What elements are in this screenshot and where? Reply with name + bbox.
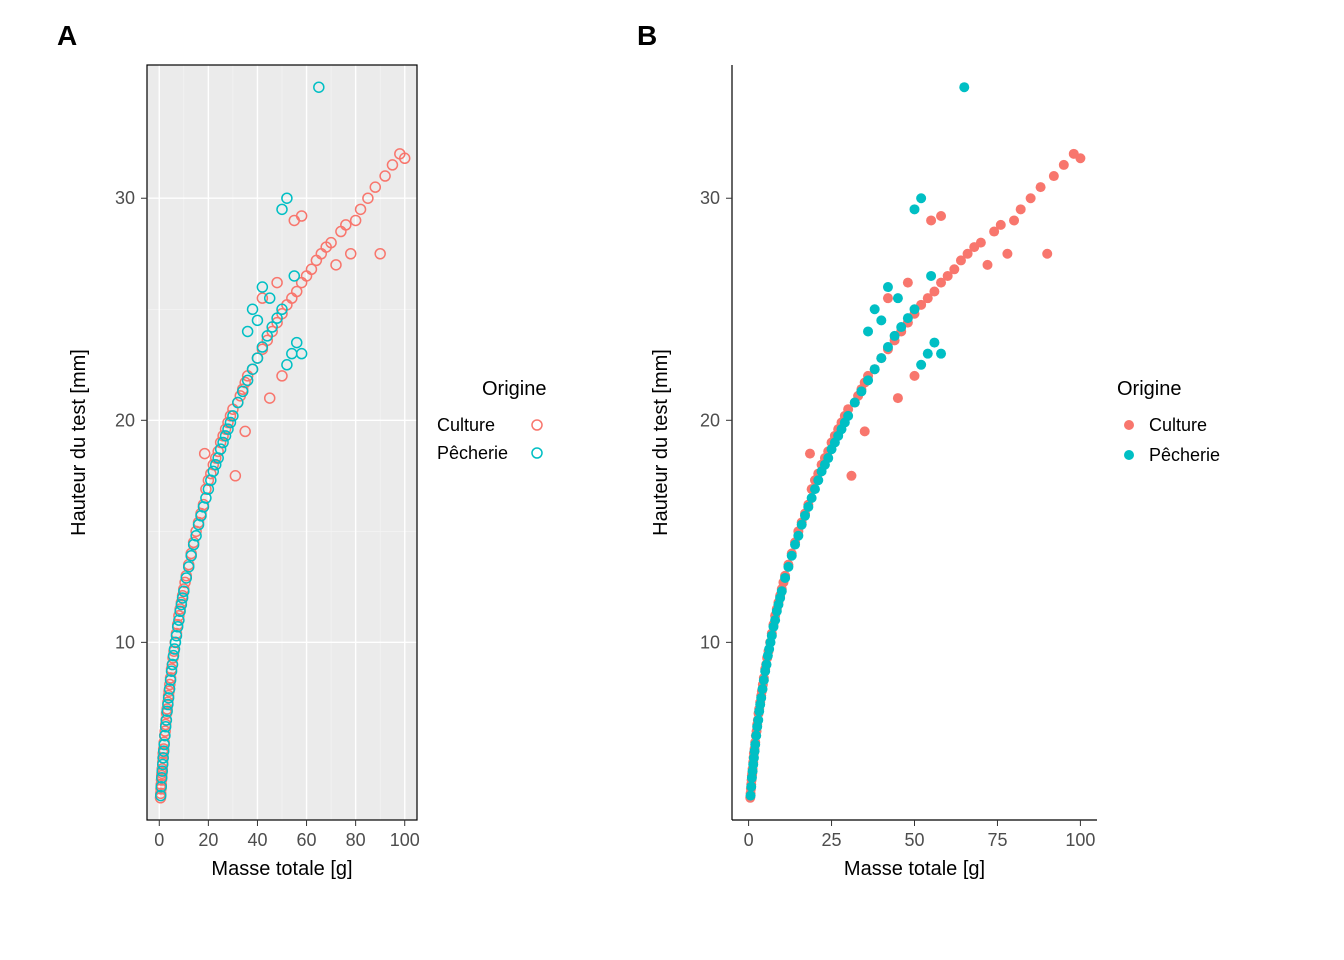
svg-text:60: 60 bbox=[297, 830, 317, 850]
svg-text:10: 10 bbox=[115, 632, 135, 652]
svg-text:40: 40 bbox=[247, 830, 267, 850]
svg-text:Culture: Culture bbox=[1149, 415, 1207, 435]
svg-text:25: 25 bbox=[822, 830, 842, 850]
svg-text:30: 30 bbox=[700, 188, 720, 208]
svg-text:Masse totale [g]: Masse totale [g] bbox=[211, 858, 352, 880]
legend-a: Origine Culture Pêcherie bbox=[427, 370, 597, 490]
panel-a-wrapper: A 0 20 40 60 80 100 10 20 30 Masse totale [g] Haut… bbox=[57, 20, 597, 900]
svg-text:100: 100 bbox=[1065, 830, 1095, 850]
svg-text:Origine: Origine bbox=[482, 378, 546, 400]
panel-b-wrapper: B 0 25 50 75 100 10 20 30 Masse totale [g] Hauteu… bbox=[637, 20, 1287, 900]
svg-text:20: 20 bbox=[115, 410, 135, 430]
legend-b: Origine Culture Pêcherie bbox=[1107, 370, 1287, 490]
svg-text:80: 80 bbox=[346, 830, 366, 850]
svg-text:100: 100 bbox=[390, 830, 420, 850]
svg-text:Origine: Origine bbox=[1117, 378, 1181, 400]
figure-container: A 020406080100102030Masse totale [g]Haut… bbox=[20, 20, 1324, 900]
svg-text:Hauteur du test [mm]: Hauteur du test [mm] bbox=[650, 349, 672, 536]
svg-text:30: 30 bbox=[115, 188, 135, 208]
svg-text:20: 20 bbox=[198, 830, 218, 850]
svg-text:0: 0 bbox=[154, 830, 164, 850]
panel-b-svg: 0 25 50 75 100 10 20 30 Masse totale [g] Hauteur … bbox=[637, 20, 1107, 900]
svg-text:Pêcherie: Pêcherie bbox=[1149, 445, 1220, 465]
panel-a-label: A bbox=[57, 20, 77, 52]
svg-text:Pêcherie: Pêcherie bbox=[437, 443, 508, 463]
svg-text:75: 75 bbox=[987, 830, 1007, 850]
svg-text:50: 50 bbox=[904, 830, 924, 850]
panel-a-svg: 0 20 40 60 80 100 10 20 30 Masse totale [g] Hauteu… bbox=[57, 20, 427, 900]
svg-text:Culture: Culture bbox=[437, 415, 495, 435]
svg-text:Hauteur du test [mm]: Hauteur du test [mm] bbox=[68, 349, 90, 536]
svg-text:10: 10 bbox=[700, 632, 720, 652]
svg-text:20: 20 bbox=[700, 410, 720, 430]
svg-text:Masse totale [g]: Masse totale [g] bbox=[844, 858, 985, 880]
svg-text:0: 0 bbox=[744, 830, 754, 850]
panel-b-label: B bbox=[637, 20, 657, 52]
